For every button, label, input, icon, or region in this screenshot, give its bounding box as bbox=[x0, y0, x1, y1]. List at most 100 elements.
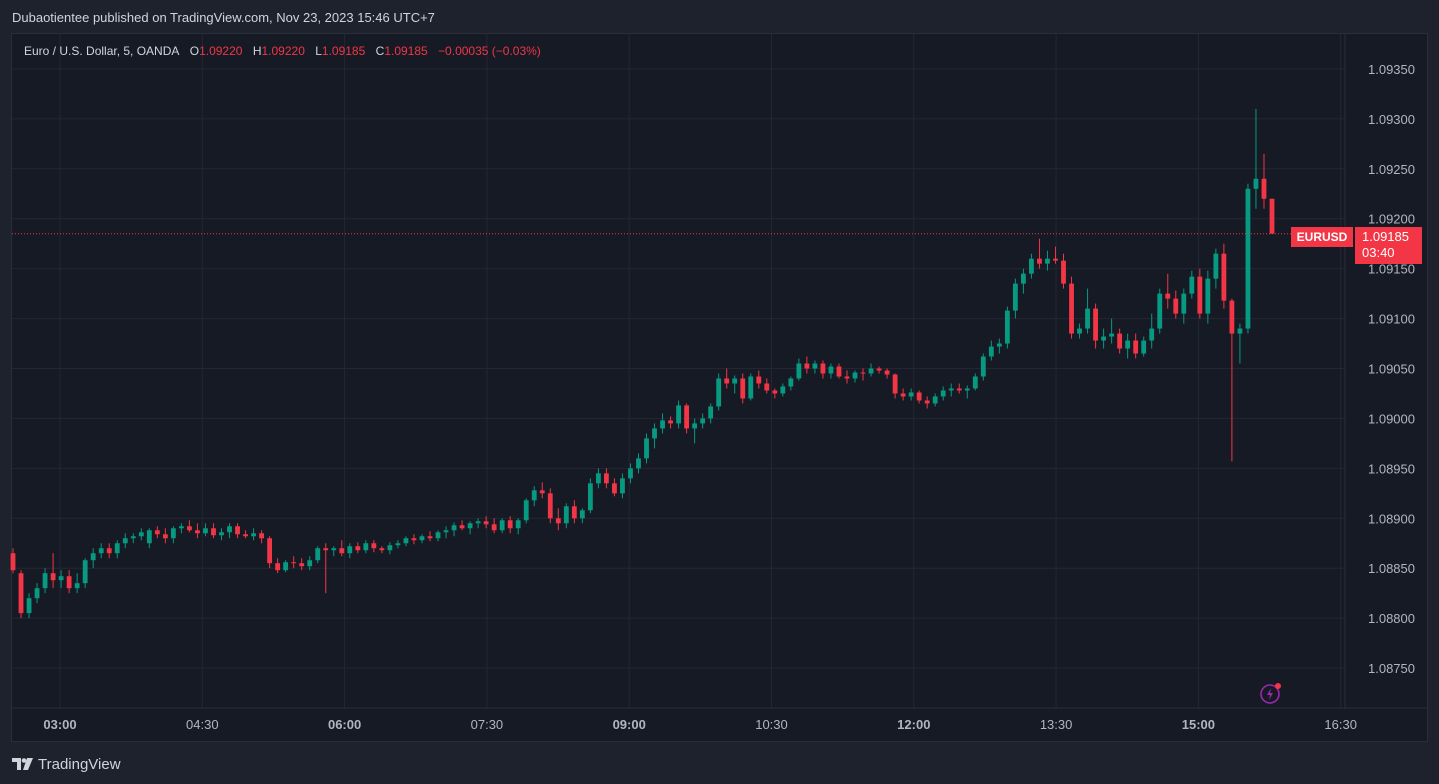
price-tick-label: 1.09350 bbox=[1368, 62, 1415, 77]
legend-low-label: L bbox=[315, 44, 322, 58]
symbol-legend: Euro / U.S. Dollar, 5, OANDA O1.09220 H1… bbox=[24, 44, 541, 58]
time-tick-label: 09:00 bbox=[613, 717, 646, 732]
candle bbox=[531, 486, 537, 507]
candle bbox=[700, 413, 706, 429]
candle bbox=[1197, 268, 1203, 319]
legend-low-value: 1.09185 bbox=[321, 44, 366, 58]
candle bbox=[604, 468, 609, 489]
candle bbox=[50, 553, 56, 589]
candle bbox=[387, 542, 393, 555]
candle bbox=[1221, 243, 1227, 309]
candle bbox=[1021, 268, 1026, 294]
legend-high-value: 1.09220 bbox=[261, 44, 305, 58]
candle bbox=[972, 373, 978, 391]
candle bbox=[628, 463, 633, 484]
price-tick-label: 1.08800 bbox=[1368, 611, 1415, 626]
candle bbox=[916, 390, 922, 404]
time-tick-label: 07:30 bbox=[471, 717, 504, 732]
candle bbox=[812, 360, 818, 374]
candle bbox=[130, 533, 136, 544]
candle bbox=[1237, 323, 1243, 364]
candle bbox=[1261, 153, 1267, 209]
price-tick-label: 1.09200 bbox=[1368, 212, 1415, 227]
candle bbox=[772, 388, 778, 399]
candle bbox=[90, 548, 96, 569]
candle bbox=[227, 523, 232, 539]
candle bbox=[652, 423, 657, 449]
candle bbox=[595, 468, 601, 489]
candle bbox=[1053, 246, 1058, 264]
candle bbox=[668, 416, 673, 429]
candle bbox=[1245, 183, 1251, 334]
legend-high-label: H bbox=[252, 44, 262, 58]
candle bbox=[10, 548, 16, 574]
candle bbox=[1037, 238, 1042, 269]
legend-close-label: C bbox=[375, 44, 385, 58]
candle bbox=[660, 413, 665, 434]
price-tick-label: 1.09250 bbox=[1368, 162, 1415, 177]
time-tick-label: 04:30 bbox=[186, 717, 219, 732]
candle bbox=[692, 418, 698, 444]
time-tick-label: 16:30 bbox=[1324, 717, 1357, 732]
candle bbox=[523, 498, 529, 524]
lightning-bolt-icon[interactable] bbox=[1259, 681, 1283, 705]
candle bbox=[868, 363, 874, 377]
candle bbox=[74, 573, 80, 594]
candle bbox=[836, 363, 842, 379]
candle bbox=[571, 500, 577, 524]
candle bbox=[932, 393, 938, 407]
candle bbox=[515, 518, 521, 535]
candle bbox=[555, 508, 561, 531]
candle bbox=[1125, 333, 1131, 359]
candle bbox=[716, 373, 722, 411]
candle bbox=[459, 520, 465, 531]
candle bbox=[539, 482, 545, 499]
time-axis[interactable]: 03:00 04:30 06:00 07:30 09:00 10:30 12:00 13:30… bbox=[43, 717, 1357, 732]
price-axis[interactable]: 1.09350 1.09300 1.09250 1.09200 1.09150 1.091… bbox=[1368, 62, 1415, 676]
candle bbox=[291, 556, 297, 569]
candle bbox=[1004, 306, 1010, 349]
tradingview-logo-icon[interactable] bbox=[12, 757, 34, 771]
candle bbox=[1205, 270, 1211, 324]
current-price-tag: 1.09185 03:40 bbox=[1355, 227, 1422, 264]
candle bbox=[587, 478, 593, 514]
candle bbox=[1085, 288, 1090, 334]
candles bbox=[10, 108, 1275, 619]
candle bbox=[1229, 298, 1235, 462]
candle bbox=[427, 531, 433, 542]
price-tick-label: 1.08900 bbox=[1368, 511, 1415, 526]
candle bbox=[740, 373, 746, 404]
candle bbox=[339, 540, 345, 557]
price-tick-label: 1.09000 bbox=[1368, 411, 1415, 426]
candle bbox=[1269, 198, 1275, 234]
candle bbox=[267, 536, 273, 569]
candle bbox=[435, 530, 441, 542]
time-tick-label: 13:30 bbox=[1040, 717, 1073, 732]
candle bbox=[138, 528, 144, 541]
candle bbox=[620, 473, 625, 499]
candle bbox=[1029, 253, 1034, 279]
candle bbox=[178, 523, 184, 534]
candle bbox=[1149, 313, 1155, 349]
time-tick-label: 06:00 bbox=[328, 717, 361, 732]
candle bbox=[395, 540, 401, 549]
candle bbox=[419, 534, 425, 544]
candle bbox=[1213, 248, 1219, 289]
legend-change: −0.00035 (−0.03%) bbox=[438, 44, 541, 58]
price-tick-label: 1.08850 bbox=[1368, 561, 1415, 576]
candle bbox=[146, 528, 152, 549]
candle bbox=[299, 558, 305, 571]
time-tick-label: 15:00 bbox=[1182, 717, 1215, 732]
price-tick-label: 1.09050 bbox=[1368, 362, 1415, 377]
candle bbox=[1117, 328, 1123, 354]
candle bbox=[636, 453, 641, 474]
candle bbox=[451, 522, 457, 537]
candle bbox=[1173, 290, 1179, 319]
candle bbox=[363, 540, 369, 554]
candle bbox=[820, 360, 826, 379]
candle bbox=[948, 383, 954, 397]
candle bbox=[1189, 270, 1195, 299]
candle bbox=[275, 558, 281, 574]
candle bbox=[908, 388, 914, 401]
